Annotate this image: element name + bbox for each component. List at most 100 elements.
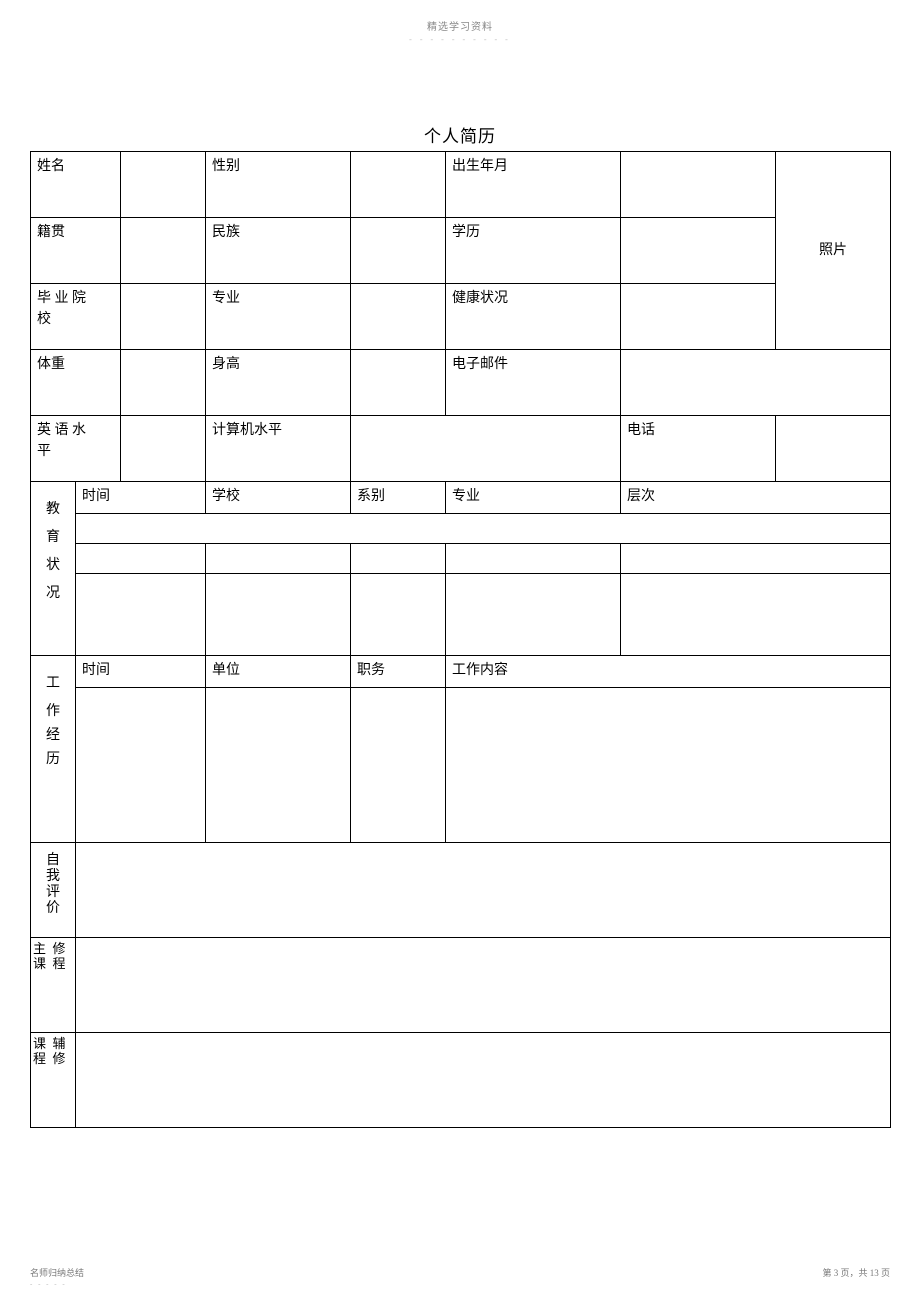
row-work-body [31, 688, 891, 843]
label-weight: 体重 [31, 350, 121, 416]
mn-a2: 辅 [53, 1036, 66, 1051]
label-work-unit: 单位 [206, 656, 351, 688]
label-height: 身高 [206, 350, 351, 416]
edu-v4: 况 [37, 580, 69, 608]
row-basic-4: 体重 身高 电子邮件 [31, 350, 891, 416]
edu-time-2 [76, 544, 206, 574]
english-c3: 水 [72, 423, 86, 438]
mc-a2: 修 [53, 941, 66, 956]
row-main-courses: 主 修 课 程 [31, 938, 891, 1033]
label-work-time: 时间 [76, 656, 206, 688]
label-name: 姓名 [31, 152, 121, 218]
label-native-place: 籍贯 [31, 218, 121, 284]
edu-v1: 教 [37, 496, 69, 524]
value-grad-school [121, 284, 206, 350]
grad-school-line2: 校 [37, 312, 51, 327]
label-work-section: 工 作 经 历 [31, 656, 76, 843]
label-main-courses: 主 修 课 程 [31, 938, 76, 1033]
work-time-cell [76, 688, 206, 843]
row-minor-courses: 课 辅 程 修 [31, 1033, 891, 1128]
self-v1: 自 [37, 853, 69, 869]
label-work-content: 工作内容 [446, 656, 891, 688]
edu-school-2 [206, 544, 351, 574]
self-v3: 评 [37, 885, 69, 901]
row-edu-2 [31, 544, 891, 574]
value-main-courses [76, 938, 891, 1033]
edu-level-3 [621, 574, 891, 656]
footer-right: 第 3 页，共 13 页 [822, 1266, 890, 1288]
work-unit-cell [206, 688, 351, 843]
label-minor-courses: 课 辅 程 修 [31, 1033, 76, 1128]
label-grad-school: 毕 业 院 校 [31, 284, 121, 350]
edu-dept-3 [351, 574, 446, 656]
header-dashes: - - - - - - - - - - [0, 35, 920, 44]
footer-left-text: 名师归纳总结 [30, 1268, 84, 1278]
label-email: 电子邮件 [446, 350, 621, 416]
label-phone: 电话 [621, 416, 776, 482]
self-v2: 我 [37, 869, 69, 885]
row-basic-2: 籍贯 民族 学历 [31, 218, 891, 284]
value-email [621, 350, 891, 416]
edu-v2: 育 [37, 524, 69, 552]
edu-time-3 [76, 574, 206, 656]
footer-left: 名师归纳总结 - - - - - [30, 1266, 84, 1288]
page-footer: 名师归纳总结 - - - - - 第 3 页，共 13 页 [30, 1266, 890, 1288]
mn-b1: 程 [33, 1051, 46, 1066]
row-basic-5: 英 语 水 平 计算机水平 电话 [31, 416, 891, 482]
grad-school-c2: 业 [55, 291, 69, 306]
value-native-place [121, 218, 206, 284]
value-phone [776, 416, 891, 482]
value-ethnicity [351, 218, 446, 284]
footer-page-total: 13 [870, 1268, 879, 1278]
label-major: 专业 [206, 284, 351, 350]
label-edu-section: 教 育 状 况 [31, 482, 76, 656]
row-basic-1: 姓名 性别 出生年月 照片 [31, 152, 891, 218]
resume-table-wrap: 姓名 性别 出生年月 照片 籍贯 民族 学历 毕 业 院 [30, 151, 890, 1128]
row-edu-header: 教 育 状 况 时间 学校 系别 专业 层次 [31, 482, 891, 514]
label-ethnicity: 民族 [206, 218, 351, 284]
label-edu-dept: 系别 [351, 482, 446, 514]
work-content-cell [446, 688, 891, 843]
value-health [621, 284, 776, 350]
value-computer [351, 416, 621, 482]
footer-r3: 页 [879, 1268, 890, 1278]
label-self-eval: 自 我 评 价 [31, 843, 76, 938]
grad-school-c3: 院 [72, 291, 86, 306]
value-height [351, 350, 446, 416]
edu-school-3 [206, 574, 351, 656]
english-c2: 语 [55, 423, 69, 438]
grad-school-c1: 毕 [37, 291, 51, 306]
label-health: 健康状况 [446, 284, 621, 350]
edu-row-1 [76, 514, 891, 544]
value-english [121, 416, 206, 482]
photo-cell: 照片 [776, 152, 891, 350]
work-v3: 经 [37, 726, 69, 746]
row-work-header: 工 作 经 历 时间 单位 职务 工作内容 [31, 656, 891, 688]
value-education-level [621, 218, 776, 284]
self-v4: 价 [37, 901, 69, 917]
label-work-position: 职务 [351, 656, 446, 688]
value-name [121, 152, 206, 218]
label-gender: 性别 [206, 152, 351, 218]
value-self-eval [76, 843, 891, 938]
page: 精选学习资料 - - - - - - - - - - 个人简历 姓名 性别 出生… [0, 0, 920, 1303]
mn-a1: 课 [33, 1036, 46, 1051]
row-self-eval: 自 我 评 价 [31, 843, 891, 938]
mc-b2: 程 [53, 956, 66, 971]
page-title: 个人简历 [0, 122, 920, 147]
label-education-level: 学历 [446, 218, 621, 284]
label-computer: 计算机水平 [206, 416, 351, 482]
mn-b2: 修 [53, 1051, 66, 1066]
work-v2: 作 [37, 698, 69, 726]
footer-r2: 页，共 [838, 1268, 870, 1278]
value-major [351, 284, 446, 350]
label-edu-major: 专业 [446, 482, 621, 514]
label-edu-level: 层次 [621, 482, 891, 514]
edu-major-3 [446, 574, 621, 656]
edu-v3: 状 [37, 552, 69, 580]
mc-a1: 主 [33, 941, 46, 956]
work-v4: 历 [37, 746, 69, 774]
row-edu-3 [31, 574, 891, 656]
english-c1: 英 [37, 423, 51, 438]
mc-b1: 课 [33, 956, 46, 971]
